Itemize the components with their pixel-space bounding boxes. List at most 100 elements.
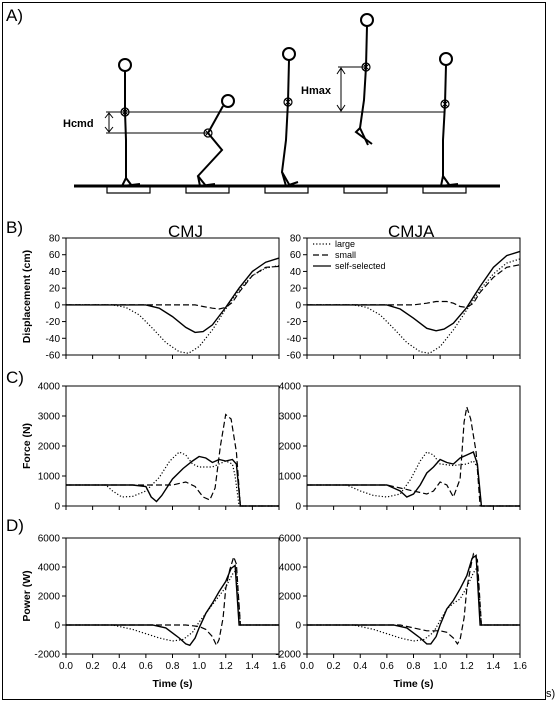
series-line-dotted [307,565,520,642]
stick-figure-standing [118,58,141,188]
y-tick-label: 2000 [279,442,302,453]
plot-frame [65,237,280,356]
hcmd-arrow-head-up [104,112,114,119]
legend-entry: self-selected [335,261,386,271]
series-line-dotted [307,451,520,507]
y-tick-label: 2000 [38,592,61,603]
series-line-dashed [66,413,279,507]
x-tick-label: 0.2 [327,661,341,672]
series-line-solid [307,250,521,332]
x-tick-label: 0.8 [166,661,180,672]
y-tick-label: 2000 [279,592,302,603]
y-tick-label: 80 [49,234,61,245]
column-title-cmja: CMJA [388,222,435,241]
y-tick-label: 60 [49,250,61,261]
y-tick-label: 80 [290,234,302,245]
hcmd-arrow-head-down [104,126,114,133]
y-tick-label: -2000 [275,650,301,661]
x-tick-label: 0.4 [353,661,367,672]
x-tick-label: 1.2 [460,661,474,672]
hmax-label: Hmax [301,85,332,97]
chart-d-cmja: -2000 0 2000 4000 6000 0.0 0.2 0.4 0.6 0.8 1.0 1.2 1… [275,534,527,691]
y-tick-label: 4000 [38,382,61,393]
legend-entry: large [335,239,355,249]
plot-frame [306,385,521,507]
x-tick-label: 0.8 [407,661,421,672]
y-tick-label: -20 [287,317,302,328]
y-tick-label: 0 [295,621,301,632]
x-tick-label: 1.4 [486,661,500,672]
y-tick-label: 40 [49,267,61,278]
plot-frame [65,385,280,507]
figure-frame [2,2,546,700]
stick-figure-landing [439,52,459,188]
y-tick-label: 40 [290,267,302,278]
y-tick-label: -2000 [34,650,60,661]
y-tick-label: -20 [46,317,61,328]
plot-frame [65,537,280,655]
series-line-dashed [307,406,520,507]
x-tick-label: 1.6 [272,661,286,672]
series-line-dashed [66,555,279,647]
y-tick-label: 4000 [279,382,302,393]
y-tick-label: 0 [54,300,60,311]
y-tick-label: -40 [287,334,302,345]
series-line-dashed [307,264,521,309]
legend-entry: small [335,250,356,260]
y-tick-label: 2000 [38,442,61,453]
y-tick-label: 3000 [279,412,302,423]
series-line-dashed [66,265,280,310]
series-line-solid [307,554,520,645]
y-tick-label: 4000 [38,563,61,574]
y-tick-label: 0 [54,621,60,632]
x-tick-label: 1.0 [192,661,206,672]
x-tick-label: 1.6 [513,661,527,672]
chart-b-cmj: -60 -40 -20 0 20 40 60 80 Displacement (cm) [21,234,280,362]
hmax-arrow-head-up [336,67,346,75]
series-line-solid [66,455,279,507]
x-tick-label: 0.4 [112,661,126,672]
x-tick-label: 0.6 [380,661,394,672]
x-tick-label: 0.6 [139,661,153,672]
x-tick-label: 0.0 [300,661,314,672]
column-title-cmj: CMJ [168,222,203,241]
stick-figure-crouched [196,94,235,188]
stray-label: s) [546,688,556,700]
x-tick-label: 0.2 [86,661,100,672]
panel-label-d: D) [6,516,24,535]
panel-label-b: B) [6,218,23,237]
y-tick-label: -40 [46,334,61,345]
stick-figure-flight [354,13,374,146]
series-line-dotted [66,451,279,507]
y-tick-label: -60 [287,351,302,362]
panel-label-c: C) [6,368,24,387]
chart-b-cmja: -60 -40 -20 0 20 40 60 80 [287,234,521,362]
chart-c-cmj: 0 1000 2000 3000 4000 Force (N) [21,382,280,513]
y-tick-label: 1000 [38,472,61,483]
series-line-dotted [307,258,521,354]
y-axis-label: Displacement (cm) [21,250,33,343]
x-axis-label: Time (s) [152,678,192,690]
force-plate [343,185,388,194]
y-tick-label: 0 [295,300,301,311]
hmax-arrow-head-down [336,104,346,112]
series-line-dashed [307,552,520,646]
y-tick-label: 6000 [279,534,302,545]
x-tick-label: 1.0 [433,661,447,672]
x-tick-label: 0.0 [59,661,73,672]
series-line-solid [66,564,279,647]
y-tick-label: 0 [295,502,301,513]
series-line-solid [66,257,280,334]
x-axis-label: Time (s) [393,678,433,690]
series-line-dotted [66,265,280,354]
plot-frame [306,537,521,655]
y-tick-label: 20 [290,284,302,295]
y-tick-label: -60 [46,351,61,362]
stick-figure-takeoff [280,47,299,188]
hcmd-label: Hcmd [63,118,94,130]
panel-label-a: A) [6,6,23,25]
chart-d-cmj: -2000 0 2000 4000 6000 0.0 0.2 0.4 0.6 0.8 1.0 1.2 1… [21,534,286,691]
y-tick-label: 0 [54,502,60,513]
